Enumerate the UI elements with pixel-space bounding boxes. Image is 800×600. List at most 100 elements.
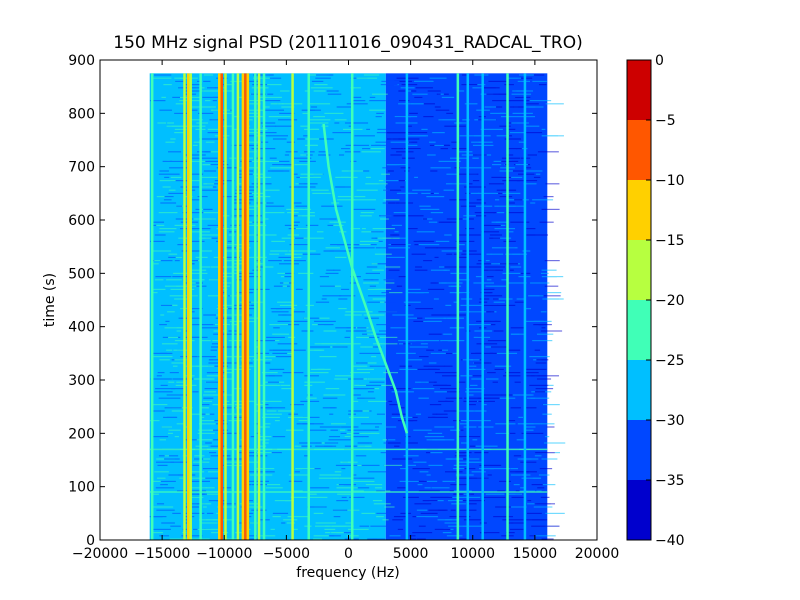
heatmap-texture-cell	[314, 525, 328, 527]
heatmap-texture-cell	[283, 164, 292, 166]
heatmap-texture-cell	[208, 359, 221, 361]
heatmap-texture-cell	[415, 381, 429, 383]
heatmap-texture-cell	[361, 231, 377, 233]
heatmap-texture-cell	[365, 176, 371, 178]
heatmap-texture-cell	[462, 500, 485, 502]
heatmap-texture-cell	[209, 359, 214, 361]
heatmap-texture-cell	[213, 439, 220, 441]
heatmap-texture-cell	[400, 167, 411, 169]
heatmap-texture-cell	[460, 304, 483, 306]
heatmap-texture-cell	[451, 148, 467, 150]
heatmap-texture-cell	[242, 144, 260, 146]
heatmap-texture-cell	[440, 148, 449, 150]
heatmap-texture-cell	[166, 349, 173, 351]
heatmap-texture-cell	[280, 324, 300, 326]
heatmap-texture-cell	[383, 301, 397, 303]
heatmap-texture-cell	[474, 452, 482, 454]
heatmap-texture-cell	[541, 135, 558, 137]
heatmap-texture-cell	[495, 506, 512, 508]
heatmap-texture-cell	[399, 407, 405, 409]
heatmap-texture-cell	[231, 144, 250, 146]
heatmap-texture-cell	[232, 208, 249, 210]
heatmap-texture-cell	[474, 212, 495, 214]
heatmap-texture-cell	[403, 103, 424, 105]
heatmap-texture-cell	[156, 477, 166, 479]
heatmap-texture-cell	[165, 320, 170, 322]
heatmap-texture-cell	[282, 314, 287, 316]
heatmap-texture-cell	[183, 336, 202, 338]
heatmap-texture-cell	[444, 266, 466, 268]
heatmap-texture-cell	[323, 394, 346, 396]
heatmap-texture-cell	[161, 426, 172, 428]
heatmap-texture-cell	[200, 413, 206, 415]
heatmap-texture-cell	[171, 410, 185, 412]
heatmap-texture-cell	[479, 532, 500, 534]
heatmap-texture-cell	[478, 426, 494, 428]
heatmap-texture-cell	[380, 218, 389, 220]
heatmap-texture-cell	[397, 528, 404, 530]
heatmap-texture-cell	[199, 279, 205, 281]
heatmap-texture-cell	[158, 212, 178, 214]
heatmap-texture-cell	[430, 269, 447, 271]
x-axis-label: frequency (Hz)	[296, 565, 399, 581]
heatmap-texture-cell	[245, 221, 259, 223]
heatmap-texture-cell	[153, 528, 171, 530]
heatmap-texture-cell	[387, 442, 401, 444]
heatmap-texture-cell	[470, 192, 480, 194]
heatmap-texture-cell	[472, 439, 478, 441]
heatmap-texture-cell	[278, 119, 298, 121]
heatmap-texture-cell	[164, 285, 185, 287]
heatmap-texture-cell	[507, 349, 521, 351]
heatmap-texture-cell	[308, 212, 315, 214]
heatmap-texture-cell	[540, 311, 547, 313]
heatmap-texture-cell	[245, 506, 263, 508]
heatmap-texture-cell	[356, 368, 374, 370]
heatmap-texture-cell	[350, 87, 361, 89]
heatmap-texture-cell	[423, 116, 434, 118]
heatmap-texture-cell	[376, 132, 387, 134]
heatmap-texture-cell	[408, 141, 418, 143]
heatmap-texture-cell	[189, 487, 208, 489]
heatmap-texture-cell	[238, 276, 262, 278]
heatmap-texture-cell	[218, 407, 236, 409]
colorbar-swatch	[627, 240, 651, 300]
heatmap-texture-cell	[248, 308, 256, 310]
heatmap-texture-cell	[149, 420, 160, 422]
heatmap-texture-cell	[282, 285, 287, 287]
y-axis-label: time (s)	[42, 273, 58, 327]
heatmap-texture-cell	[486, 93, 508, 95]
heatmap-texture-cell	[272, 164, 292, 166]
heatmap-texture-cell	[271, 240, 286, 242]
heatmap-texture-cell	[525, 167, 532, 169]
heatmap-texture-cell	[162, 160, 173, 162]
heatmap-texture-cell	[201, 327, 220, 329]
heatmap-texture-cell	[450, 484, 456, 486]
heatmap-texture-cell	[267, 122, 276, 124]
heatmap-texture-cell	[369, 100, 386, 102]
heatmap-texture-cell	[254, 346, 260, 348]
heatmap-texture-cell	[376, 112, 384, 114]
heatmap-texture-cell	[385, 266, 401, 268]
heatmap-texture-cell	[522, 250, 531, 252]
heatmap-texture-cell	[502, 375, 521, 377]
heatmap-texture-cell	[466, 503, 477, 505]
heatmap-texture-cell	[360, 240, 379, 242]
heatmap-texture-cell	[272, 352, 293, 354]
heatmap-texture-cell	[460, 205, 480, 207]
heatmap-texture-cell	[413, 320, 428, 322]
heatmap-texture-cell	[324, 442, 339, 444]
heatmap-texture-cell	[200, 96, 222, 98]
colorbar-swatch	[627, 60, 651, 120]
heatmap-texture-cell	[521, 477, 542, 479]
heatmap-texture-cell	[501, 279, 509, 281]
heatmap-texture-cell	[195, 445, 209, 447]
heatmap-texture-cell	[492, 164, 502, 166]
heatmap-texture-cell	[327, 93, 342, 95]
heatmap-texture-cell	[380, 452, 388, 454]
heatmap-texture-cell	[467, 215, 487, 217]
heatmap-texture-cell	[400, 468, 409, 470]
heatmap-texture-cell	[191, 282, 196, 284]
heatmap-texture-cell	[274, 420, 280, 422]
heatmap-texture-cell	[155, 388, 176, 390]
heatmap-texture-cell	[328, 439, 351, 441]
